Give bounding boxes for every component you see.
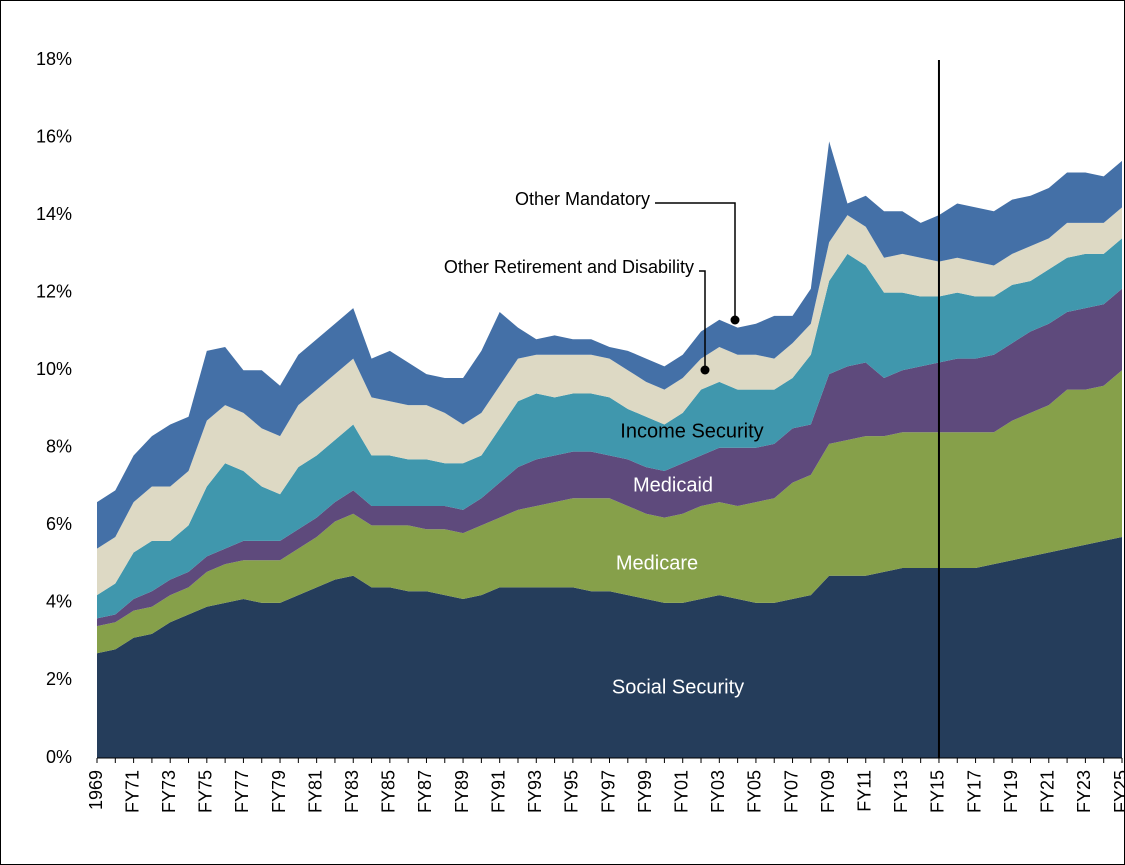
x-tick-label: FY97 [598,770,618,813]
x-tick-label: FY93 [525,770,545,813]
area [97,288,1122,627]
callout-label: Other Mandatory [515,189,650,209]
x-tick-label: FY23 [1074,770,1094,813]
series-label: Income Security [620,420,763,442]
x-tick-label: FY19 [1001,770,1021,813]
x-tick-label: FY71 [122,770,142,813]
x-tick-label: FY21 [1038,770,1058,813]
x-tick-label: FY73 [159,770,179,813]
x-tick-label: FY79 [269,770,289,813]
callout-line [699,270,706,368]
x-tick-label: FY75 [196,770,216,813]
x-tick-label: FY89 [452,770,472,813]
y-tick-label: 10% [36,359,72,379]
area [97,238,1122,619]
x-tick-label: FY95 [562,770,582,813]
y-tick-label: 4% [46,592,72,612]
x-tick-label: FY17 [964,770,984,813]
x-tick-label: FY09 [818,770,838,813]
x-tick-label: FY87 [415,770,435,813]
callout-label: Other Retirement and Disability [444,257,694,277]
y-tick-label: 2% [46,669,72,689]
x-tick-label: FY25 [1111,770,1125,813]
y-tick-label: 0% [46,747,72,767]
x-tick-label: FY99 [635,770,655,813]
area [97,536,1122,758]
callout-dot [700,365,710,375]
y-tick-label: 18% [36,49,72,69]
x-tick-label: FY05 [745,770,765,813]
y-tick-label: 8% [46,437,72,457]
callout-line [655,202,736,318]
x-tick-label: FY03 [708,770,728,813]
x-tick-label: FY85 [379,770,399,813]
x-tick-label: FY15 [928,770,948,813]
series-label: Medicaid [633,474,713,496]
series-label: Social Security [612,676,744,698]
x-tick-label: FY13 [891,770,911,813]
x-tick-label: FY11 [855,770,875,812]
y-tick-label: 16% [36,126,72,146]
x-tick-label: FY77 [232,770,252,813]
x-tick-label: FY91 [488,770,508,813]
y-tick-label: 14% [36,204,72,224]
x-tick-label: FY81 [305,770,325,813]
area [97,370,1122,654]
x-tick-label: 1969 [86,770,106,810]
y-tick-label: 12% [36,281,72,301]
series-label: Medicare [616,552,698,574]
x-tick-label: FY07 [781,770,801,813]
y-tick-label: 6% [46,514,72,534]
callout-dot [730,315,740,325]
x-tick-label: FY01 [671,770,691,813]
x-tick-label: FY83 [342,770,362,813]
